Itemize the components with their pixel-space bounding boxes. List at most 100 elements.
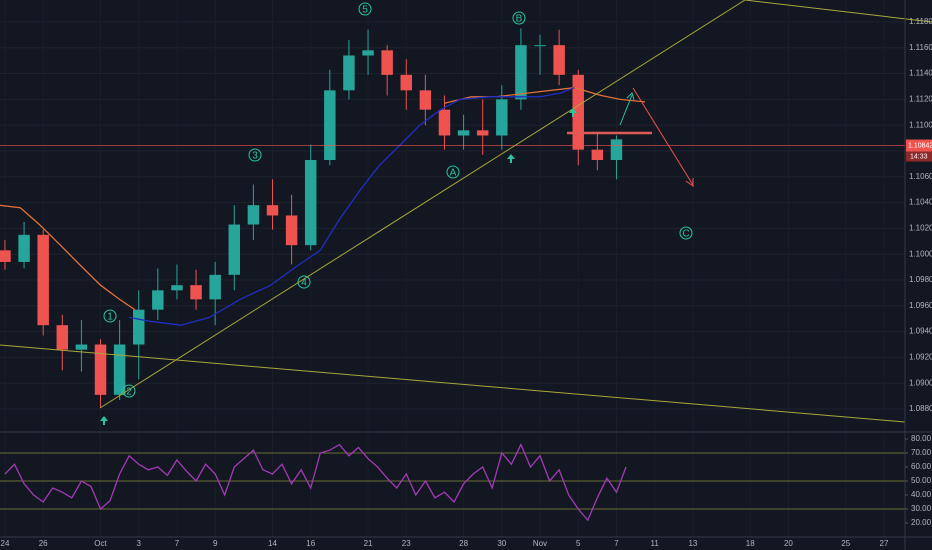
y-tick-label: 20.00 bbox=[911, 518, 932, 527]
candle-body bbox=[209, 274, 221, 300]
arrow bbox=[619, 94, 633, 126]
candle-body bbox=[515, 45, 527, 100]
last-price-label: 1.10842 bbox=[908, 142, 932, 149]
candle-body bbox=[476, 130, 489, 136]
wave-label: 3 bbox=[252, 151, 258, 162]
candle-body bbox=[132, 309, 145, 345]
y-tick-label: 1.11800 bbox=[909, 17, 932, 26]
x-tick-label: Oct bbox=[94, 539, 107, 548]
up-arrow bbox=[100, 416, 108, 425]
line-series bbox=[0, 87, 646, 311]
x-tick-label: 24 bbox=[1, 539, 10, 548]
trend-line bbox=[0, 344, 906, 423]
candle-body bbox=[37, 234, 49, 326]
wave-circle bbox=[446, 165, 460, 179]
candle-body bbox=[534, 45, 546, 47]
candle-body bbox=[18, 234, 30, 262]
drawings bbox=[0, 0, 932, 425]
candle-body bbox=[553, 45, 565, 75]
y-tick-label: 40.00 bbox=[911, 490, 932, 499]
y-tick-label: 1.09200 bbox=[909, 353, 932, 362]
candle-body bbox=[438, 109, 451, 136]
last-price-tag bbox=[906, 139, 932, 152]
wave-circle bbox=[103, 309, 117, 323]
wave-circle bbox=[122, 384, 136, 398]
y-tick-label: 50.00 bbox=[911, 476, 932, 485]
wave-label: 5 bbox=[362, 5, 368, 16]
wave-circle bbox=[358, 2, 372, 16]
candle-body bbox=[190, 285, 202, 300]
wave-label: C bbox=[682, 229, 689, 240]
x-tick-label: 14 bbox=[268, 539, 277, 548]
x-tick-label: 21 bbox=[364, 539, 373, 548]
wave-label: B bbox=[516, 14, 523, 25]
wave-label: 2 bbox=[126, 387, 132, 398]
x-tick-label: 16 bbox=[306, 539, 315, 548]
arrow-head bbox=[626, 92, 635, 101]
candle-body bbox=[400, 74, 412, 91]
wave-label: 1 bbox=[107, 312, 113, 323]
y-tick-label: 1.11600 bbox=[909, 43, 932, 52]
candle-body bbox=[228, 224, 241, 275]
candle-body bbox=[94, 344, 107, 395]
line-series bbox=[4, 443, 627, 522]
candle-body bbox=[362, 50, 374, 56]
x-tick-label: 9 bbox=[213, 539, 218, 548]
candle-body bbox=[304, 160, 317, 246]
up-arrow bbox=[507, 154, 515, 163]
x-tick-label: 18 bbox=[746, 539, 755, 548]
candle-body bbox=[285, 215, 298, 246]
y-tick-label: 1.10600 bbox=[909, 172, 932, 181]
y-tick-label: 60.00 bbox=[911, 462, 932, 471]
y-tick-label: 30.00 bbox=[911, 504, 932, 513]
y-tick-label: 1.09000 bbox=[909, 378, 932, 387]
candle-body bbox=[419, 90, 432, 110]
candle-body bbox=[56, 325, 69, 350]
wave-circle bbox=[679, 226, 693, 240]
x-tick-label: 13 bbox=[688, 539, 697, 548]
x-tick-label: 23 bbox=[402, 539, 411, 548]
candle-body bbox=[247, 205, 260, 225]
x-tick-label: Nov bbox=[533, 539, 547, 548]
plot-layer bbox=[0, 21, 905, 522]
x-tick-label: 7 bbox=[614, 539, 619, 548]
y-tick-label: 1.09800 bbox=[909, 275, 932, 284]
candle-body bbox=[152, 290, 164, 310]
candle-body bbox=[343, 55, 355, 91]
wave-labels: 1 2 3 4 5 A B C bbox=[103, 2, 693, 398]
y-tick-label: 1.11400 bbox=[909, 69, 932, 78]
arrow-head bbox=[685, 178, 694, 187]
x-tick-label: 28 bbox=[459, 539, 468, 548]
arrow bbox=[632, 87, 694, 186]
line-series bbox=[129, 87, 575, 326]
countdown-tag bbox=[906, 151, 932, 162]
x-tick-label: 27 bbox=[880, 539, 889, 548]
trend-line bbox=[99, 0, 746, 409]
up-arrow bbox=[569, 108, 577, 117]
candle-body bbox=[171, 285, 183, 291]
y-tick-label: 1.10400 bbox=[909, 198, 932, 207]
x-tick-label: 20 bbox=[784, 539, 793, 548]
candle-body bbox=[0, 250, 11, 262]
y-tick-label: 1.09400 bbox=[909, 327, 932, 336]
candle-body bbox=[113, 344, 126, 395]
candle-body bbox=[496, 99, 508, 136]
candle-body bbox=[572, 74, 584, 150]
wave-label: 4 bbox=[301, 278, 307, 289]
wave-circle bbox=[297, 275, 311, 289]
x-tick-label: 11 bbox=[651, 539, 660, 548]
y-tick-label: 1.11200 bbox=[909, 94, 932, 103]
x-tick-label: 26 bbox=[39, 539, 48, 548]
candle-body bbox=[610, 139, 623, 160]
wave-circle bbox=[248, 148, 262, 162]
y-tick-label: 1.08800 bbox=[909, 404, 932, 413]
x-tick-label: 25 bbox=[841, 539, 850, 548]
y-tick-label: 1.10000 bbox=[909, 249, 932, 258]
candle-body bbox=[381, 50, 393, 75]
candle-body bbox=[457, 130, 470, 136]
candle-body bbox=[324, 90, 336, 160]
candle-body bbox=[591, 149, 604, 160]
y-tick-label: 70.00 bbox=[911, 448, 932, 457]
